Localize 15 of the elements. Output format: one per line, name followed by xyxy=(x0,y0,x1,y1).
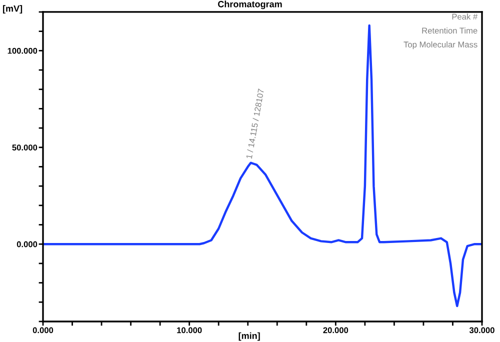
x-axis-title: [min] xyxy=(238,332,260,341)
x-tick-label: 30.000 xyxy=(469,327,494,334)
annotation: Peak # xyxy=(452,14,478,20)
annotation: 1 / 14.115 / 128107 xyxy=(246,88,264,159)
annotation: Retention Time xyxy=(422,27,478,34)
line-series xyxy=(43,24,482,308)
x-tick-label: 0.000 xyxy=(32,327,54,334)
y-tick-label: 50.000 xyxy=(12,144,38,150)
chart-title: Chromatogram xyxy=(218,0,282,10)
x-tick-label: 10.000 xyxy=(177,327,202,334)
y-tick-label: 100.000 xyxy=(8,48,38,54)
y-axis-title: [mV] xyxy=(3,5,22,14)
x-tick-label: 20.000 xyxy=(323,327,348,334)
annotation: Top Molecular Mass xyxy=(404,41,478,50)
y-tick-label: 0.000 xyxy=(16,241,38,248)
